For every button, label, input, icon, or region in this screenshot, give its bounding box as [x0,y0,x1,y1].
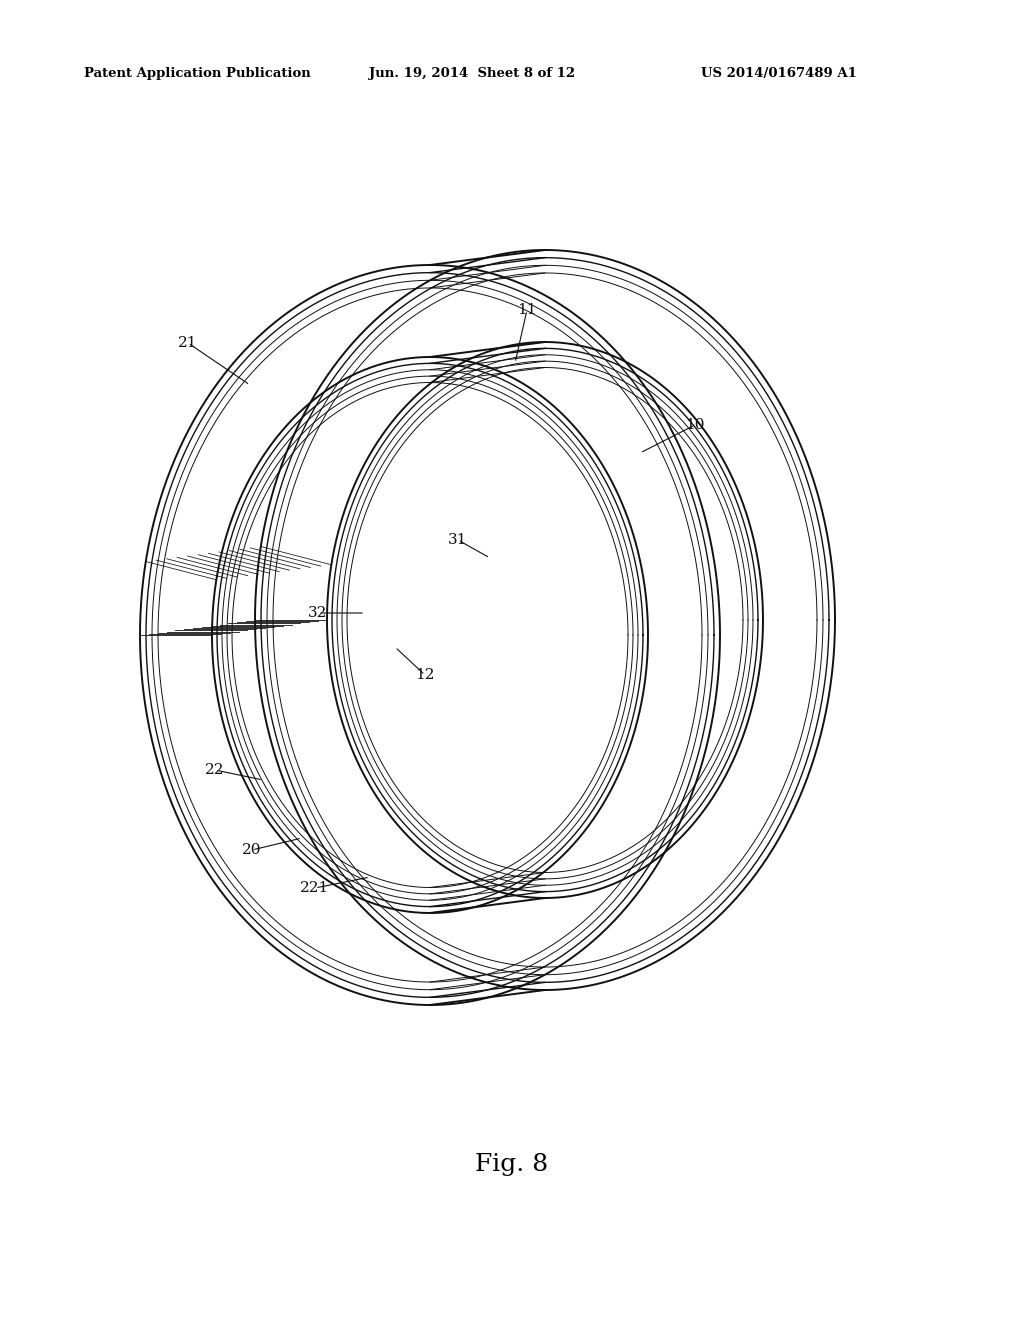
Text: Jun. 19, 2014  Sheet 8 of 12: Jun. 19, 2014 Sheet 8 of 12 [369,67,574,81]
Text: 10: 10 [685,418,705,432]
Text: 11: 11 [517,304,537,317]
Text: Fig. 8: Fig. 8 [475,1152,549,1176]
Text: 32: 32 [308,606,328,620]
Text: 20: 20 [243,843,262,857]
Text: 21: 21 [178,337,198,350]
Text: 31: 31 [449,533,468,546]
Text: 22: 22 [205,763,224,777]
Text: 12: 12 [416,668,435,682]
Text: US 2014/0167489 A1: US 2014/0167489 A1 [701,67,857,81]
Text: 221: 221 [300,880,330,895]
Text: Patent Application Publication: Patent Application Publication [84,67,310,81]
